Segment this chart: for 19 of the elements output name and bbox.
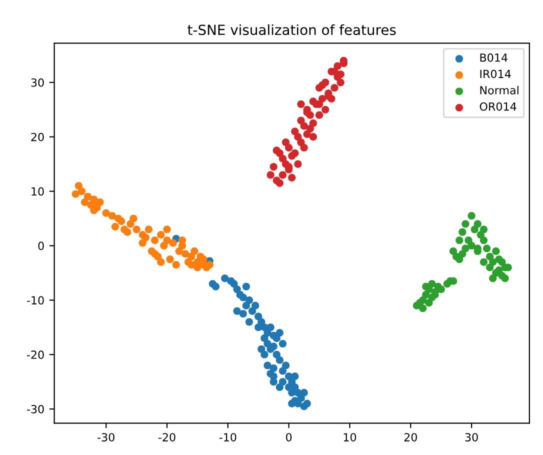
legend-label: OR014 (480, 102, 516, 111)
y-tick-label: 30 (31, 78, 44, 87)
x-tick-label: -30 (98, 433, 114, 442)
x-tick-label: 10 (344, 433, 356, 442)
chart-title: t-SNE visualization of features (188, 24, 396, 36)
x-tick-label: -20 (158, 433, 176, 442)
y-tick-label: -20 (26, 350, 44, 359)
legend-label: Normal (480, 86, 518, 94)
legend-label: B014 (480, 53, 508, 62)
y-tick-label: 0 (38, 242, 44, 250)
x-tick-label: 0 (286, 433, 292, 442)
y-tick-label: -10 (26, 296, 44, 305)
x-tick-label: 20 (404, 433, 417, 442)
y-tick-label: -30 (26, 404, 44, 414)
x-tick-label: 30 (465, 433, 478, 442)
legend-label: IR014 (480, 70, 511, 78)
y-tick-label: 10 (32, 187, 44, 196)
y-tick-label: 20 (31, 132, 44, 142)
x-tick-label: -10 (219, 433, 236, 442)
